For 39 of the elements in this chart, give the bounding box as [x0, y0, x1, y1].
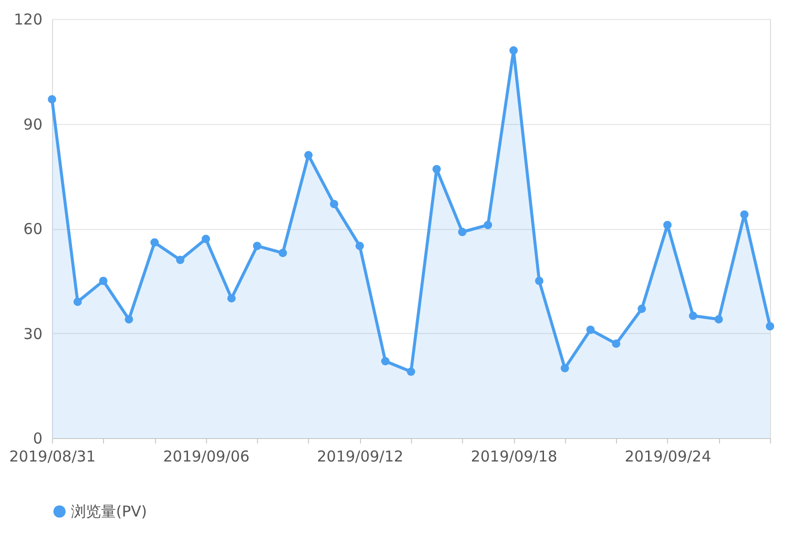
y-tick-label: 30 [23, 324, 42, 343]
point [48, 95, 56, 104]
point [740, 210, 749, 219]
point [458, 228, 466, 236]
point [278, 248, 287, 258]
y-tick-label: 90 [23, 115, 42, 134]
point [330, 200, 338, 208]
y-tick-label: 60 [23, 220, 42, 238]
point [714, 315, 723, 324]
point [638, 304, 646, 313]
y-tick-label: 120 [14, 10, 42, 28]
point [356, 242, 364, 250]
point [560, 364, 570, 372]
point [150, 238, 159, 247]
legend-label: 浏览量(PV) [71, 502, 148, 520]
point [586, 326, 595, 334]
point [535, 276, 544, 286]
point [688, 312, 698, 320]
point [381, 357, 390, 366]
point [227, 294, 236, 303]
point [663, 220, 672, 230]
x-tick-label: 2019/09/18 [470, 448, 558, 466]
point [432, 164, 441, 174]
point [406, 367, 416, 376]
point [124, 315, 134, 324]
point [252, 242, 262, 250]
point [99, 276, 108, 286]
point [73, 298, 82, 306]
point [304, 151, 313, 160]
point [612, 340, 620, 348]
point [176, 256, 184, 264]
x-tick-label: 2019/09/24 [624, 448, 712, 466]
x-tick-label: 2019/08/31 [9, 448, 96, 466]
point [202, 234, 210, 244]
x-tick-label: 2019/09/06 [163, 448, 250, 466]
point [484, 220, 492, 230]
y-tick-label: 0 [32, 430, 42, 448]
point [509, 46, 518, 55]
x-tick-label: 2019/09/12 [316, 448, 404, 466]
